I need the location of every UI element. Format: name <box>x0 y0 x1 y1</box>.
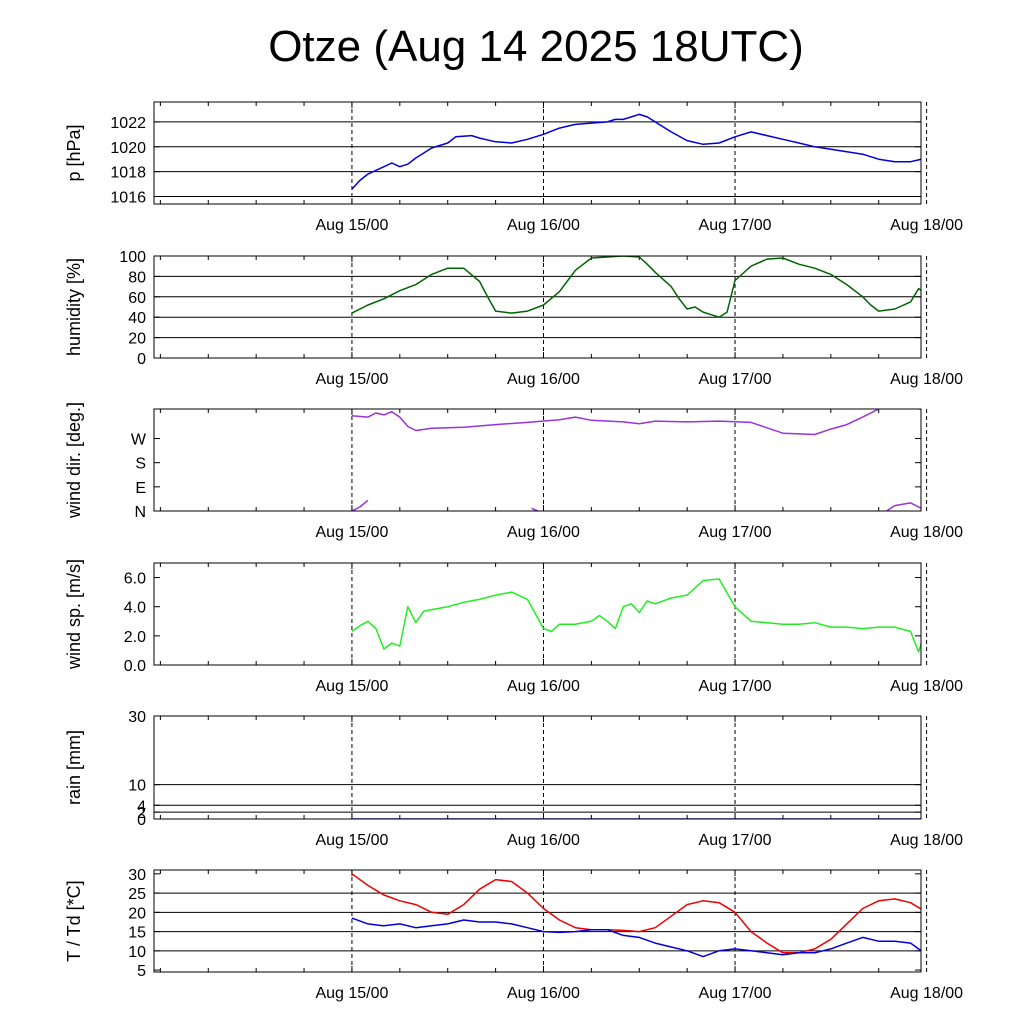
panel-pressure: 1016 1018 1020 1022 p [hPa] Aug 15/00 Aug 16/0… <box>64 101 963 234</box>
humidity-y-tick-label: 40 <box>128 310 146 327</box>
temperature-axis-label: T / Td [*C] <box>64 880 84 961</box>
pressure-x-tick-label: Aug 16/00 <box>507 217 580 234</box>
temperature-y-tick-label: 20 <box>128 905 146 922</box>
chart-title: Otze (Aug 14 2025 18UTC) <box>268 22 804 71</box>
humidity-frame <box>153 255 922 359</box>
panel-temperature: 5 10 15 20 25 30 T / Td [*C] Aug 15/00 Aug 16/00… <box>64 867 963 1002</box>
humidity-x-tick-label: Aug 15/00 <box>315 371 388 388</box>
pressure-y-tick-label: 1018 <box>110 165 146 182</box>
temperature-x-tick-label: Aug 16/00 <box>507 985 580 1002</box>
temperature-y-tick-label: 5 <box>137 963 146 980</box>
wind_speed-frame <box>153 562 922 666</box>
humidity-axis-label: humidity [%] <box>64 258 84 356</box>
rain-x-tick-label: Aug 17/00 <box>699 832 772 849</box>
humidity-series-line-0 <box>351 256 921 318</box>
pressure-x-tick-label: Aug 17/00 <box>699 217 772 234</box>
temperature-series-line-1 <box>351 917 921 958</box>
temperature-y-tick-label: 25 <box>128 886 146 903</box>
humidity-y-tick-label: 100 <box>119 249 146 266</box>
temperature-y-tick-label: 10 <box>128 944 146 961</box>
wind_speed-x-tick-label: Aug 15/00 <box>315 678 388 695</box>
humidity-y-tick-label: 0 <box>137 351 146 368</box>
humidity-y-tick-label: 80 <box>128 269 146 286</box>
wind_speed-y-tick-label: 4.0 <box>124 600 146 617</box>
temperature-y-tick-label: 30 <box>128 867 146 884</box>
humidity-x-tick-label: Aug 18/00 <box>890 371 963 388</box>
wind_direction-y-tick-label: E <box>135 480 146 497</box>
pressure-x-tick-label: Aug 15/00 <box>315 217 388 234</box>
pressure-series-line-0 <box>351 113 921 190</box>
wind_speed-x-tick-label: Aug 17/00 <box>699 678 772 695</box>
pressure-x-tick-label: Aug 18/00 <box>890 217 963 234</box>
pressure-y-tick-label: 1022 <box>110 115 146 132</box>
wind_direction-x-tick-label: Aug 15/00 <box>315 524 388 541</box>
humidity-x-tick-label: Aug 17/00 <box>699 371 772 388</box>
rain-y-tick-label: 10 <box>128 778 146 795</box>
temperature-x-tick-label: Aug 17/00 <box>699 985 772 1002</box>
wind_speed-y-tick-label: 0.0 <box>124 658 146 675</box>
panel-rain: 024 10 30 rain [mm] Aug 15/00 Aug 16/00 Aug 17… <box>64 709 963 849</box>
rain-x-tick-label: Aug 15/00 <box>315 832 388 849</box>
wind_speed-series-line-0 <box>351 578 921 653</box>
wind_direction-x-tick-label: Aug 18/00 <box>890 524 963 541</box>
temperature-series-line-0 <box>351 873 921 954</box>
pressure-y-tick-label: 1020 <box>110 140 146 157</box>
rain-axis-label: rain [mm] <box>64 730 84 805</box>
humidity-x-tick-label: Aug 16/00 <box>507 371 580 388</box>
wind_direction-x-tick-label: Aug 16/00 <box>507 524 580 541</box>
pressure-axis-label: p [hPa] <box>64 124 84 181</box>
rain-y-tick-label: 4 <box>137 798 146 815</box>
wind_direction-frame <box>153 408 922 512</box>
temperature-x-tick-label: Aug 15/00 <box>315 985 388 1002</box>
rain-y-tick-label: 0 <box>137 812 146 829</box>
panel-humidity: 0 20 40 60 80 100 humidity [%] Aug 15/00 Aug 16/… <box>64 249 963 388</box>
wind_speed-x-tick-label: Aug 16/00 <box>507 678 580 695</box>
wind_direction-series-line-3 <box>918 409 921 410</box>
wind_speed-x-tick-label: Aug 18/00 <box>890 678 963 695</box>
pressure-y-tick-label: 1016 <box>110 190 146 207</box>
wind_direction-series-line-4 <box>886 502 921 511</box>
pressure-frame <box>153 101 922 205</box>
wind_direction-series-line-1 <box>351 499 369 511</box>
humidity-y-tick-label: 60 <box>128 290 146 307</box>
wind_direction-series-line-0 <box>351 409 880 436</box>
rain-frame <box>153 715 922 820</box>
wind_direction-y-tick-label: S <box>135 456 146 473</box>
wind_speed-axis-label: wind sp. [m/s] <box>64 559 84 670</box>
wind_direction-y-tick-label: N <box>134 504 146 521</box>
rain-y-tick-label: 30 <box>128 709 146 726</box>
temperature-y-tick-label: 15 <box>128 925 146 942</box>
temperature-frame <box>153 869 922 973</box>
humidity-y-tick-label: 20 <box>128 331 146 348</box>
panel-wind_speed: 0.0 2.0 4.0 6.0 wind sp. [m/s] Aug 15/00 Aug 1… <box>64 559 963 695</box>
wind_direction-y-tick-label: W <box>131 432 147 449</box>
wind_direction-x-tick-label: Aug 17/00 <box>699 524 772 541</box>
wind_speed-y-tick-label: 6.0 <box>124 571 146 588</box>
rain-x-tick-label: Aug 18/00 <box>890 832 963 849</box>
rain-y-tick-label: 2 <box>137 805 146 822</box>
temperature-x-tick-label: Aug 18/00 <box>890 985 963 1002</box>
rain-x-tick-label: Aug 16/00 <box>507 832 580 849</box>
wind_speed-y-tick-label: 2.0 <box>124 629 146 646</box>
wind_direction-axis-label: wind dir. [deg.] <box>64 402 84 519</box>
